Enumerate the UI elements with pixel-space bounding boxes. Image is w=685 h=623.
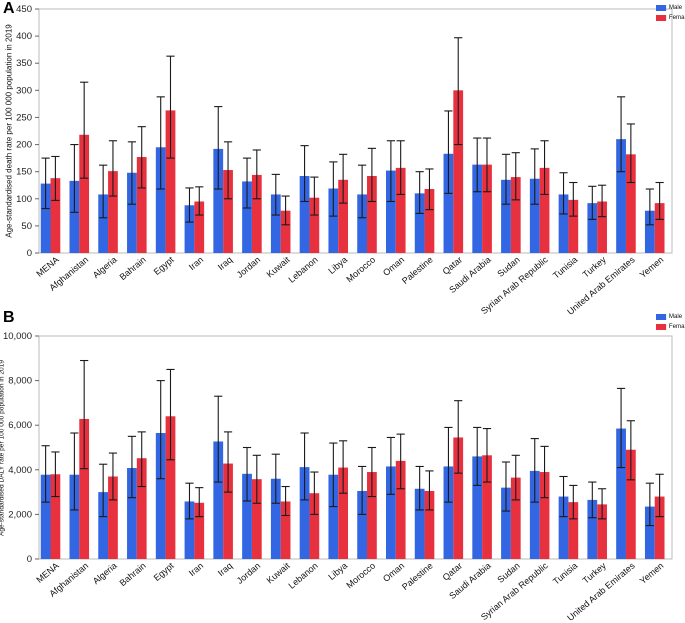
svg-text:350: 350 (16, 58, 32, 69)
svg-text:0: 0 (27, 248, 32, 259)
svg-text:100: 100 (16, 194, 32, 205)
svg-text:4,000: 4,000 (8, 465, 32, 476)
svg-text:10,000: 10,000 (3, 331, 32, 342)
svg-text:400: 400 (16, 31, 32, 42)
svg-text:50: 50 (21, 221, 32, 232)
svg-text:2,000: 2,000 (8, 509, 32, 520)
svg-text:8,000: 8,000 (8, 376, 32, 387)
svg-text:150: 150 (16, 167, 32, 178)
svg-text:300: 300 (16, 85, 32, 96)
svg-text:0: 0 (27, 554, 32, 565)
svg-text:450: 450 (16, 4, 32, 15)
svg-text:250: 250 (16, 112, 32, 123)
svg-text:200: 200 (16, 140, 32, 151)
svg-text:6,000: 6,000 (8, 420, 32, 431)
